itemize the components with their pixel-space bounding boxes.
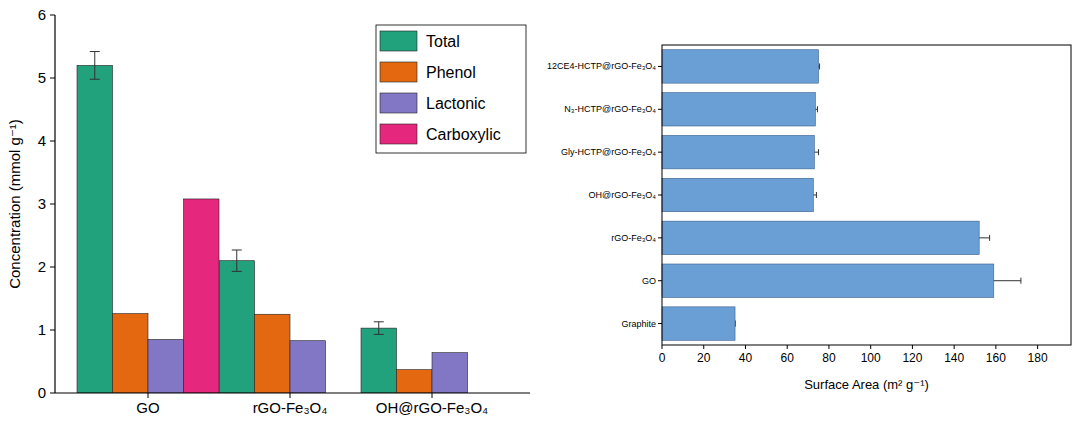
x-tick xyxy=(995,345,996,349)
y-tick-label: 5 xyxy=(38,69,46,86)
y-tick-label: 6 xyxy=(38,6,46,23)
bar xyxy=(432,353,468,393)
bar xyxy=(113,314,149,393)
y-tick xyxy=(658,109,662,110)
x-tick-label: 0 xyxy=(659,351,666,365)
error-bar xyxy=(374,322,384,335)
bar xyxy=(219,261,255,393)
bar xyxy=(662,307,735,340)
y-tick xyxy=(658,66,662,67)
legend-label: Lactonic xyxy=(426,95,486,112)
x-tick-label: 120 xyxy=(902,351,922,365)
y-tick-label: 2 xyxy=(38,258,46,275)
x-tick-label: 140 xyxy=(944,351,964,365)
x-tick xyxy=(703,345,704,349)
y-tick-label: 3 xyxy=(38,195,46,212)
bar xyxy=(255,314,291,393)
x-tick xyxy=(787,345,788,349)
bar xyxy=(148,339,184,393)
plot-frame xyxy=(662,45,1071,345)
error-bar xyxy=(232,250,242,271)
x-tick-label: rGO-Fe₃O₄ xyxy=(253,399,328,416)
x-tick xyxy=(870,345,871,349)
x-tick xyxy=(828,345,829,349)
bar xyxy=(662,178,813,211)
x-tick xyxy=(662,345,663,349)
legend-box xyxy=(376,25,526,153)
y-tick-label: GO xyxy=(642,276,656,286)
x-tick-label: 160 xyxy=(986,351,1006,365)
y-tick xyxy=(50,267,55,268)
plot-marks xyxy=(77,52,468,393)
legend-label: Total xyxy=(426,33,460,50)
x-tick-label: OH@rGO-Fe₃O₄ xyxy=(376,399,488,416)
x-tick xyxy=(912,345,913,349)
y-tick-label: Gly-HCTP@rGO-Fe₃O₄ xyxy=(561,147,656,157)
x-axis-label: Surface Area (m² g⁻¹) xyxy=(804,377,929,392)
y-tick xyxy=(50,78,55,79)
legend-label: Phenol xyxy=(426,64,476,81)
y-tick xyxy=(658,323,662,324)
x-tick-label: GO xyxy=(136,399,159,416)
bar xyxy=(662,264,994,297)
y-tick xyxy=(50,141,55,142)
bar xyxy=(662,93,815,126)
bar xyxy=(662,221,979,254)
y-tick xyxy=(50,204,55,205)
bar xyxy=(662,135,814,168)
bar xyxy=(184,199,220,393)
y-tick xyxy=(658,195,662,196)
y-tick xyxy=(50,330,55,331)
x-tick-label: 20 xyxy=(697,351,711,365)
legend-label: Carboxylic xyxy=(426,126,501,143)
legend-swatch xyxy=(380,62,417,82)
bar xyxy=(662,50,819,83)
bar xyxy=(77,65,113,393)
x-tick-label: 100 xyxy=(861,351,881,365)
x-tick xyxy=(1037,345,1038,349)
y-tick-label: 0 xyxy=(38,384,46,401)
y-tick-label: N₃-HCTP@rGO-Fe₃O₄ xyxy=(564,104,656,114)
y-tick-label: 12CE4-HCTP@rGO-Fe₃O₄ xyxy=(547,61,656,71)
x-tick-label: 80 xyxy=(822,351,836,365)
y-tick-label: rGO-Fe₃O₄ xyxy=(611,233,656,243)
bar xyxy=(397,370,433,393)
y-axis-label: Concentration (mmol g⁻¹) xyxy=(6,119,23,289)
y-tick-label: 1 xyxy=(38,321,46,338)
y-tick xyxy=(658,237,662,238)
x-tick-label: 60 xyxy=(781,351,795,365)
bar xyxy=(290,341,326,393)
error-bar xyxy=(90,52,100,80)
x-tick xyxy=(954,345,955,349)
x-tick xyxy=(290,393,291,398)
bar xyxy=(361,328,397,393)
x-tick xyxy=(745,345,746,349)
legend-swatch xyxy=(380,124,417,144)
legend-swatch xyxy=(380,93,417,113)
legend-swatch xyxy=(380,31,417,51)
x-tick xyxy=(432,393,433,398)
x-tick-label: 180 xyxy=(1028,351,1048,365)
y-tick-label: OH@rGO-Fe₃O₄ xyxy=(589,190,657,200)
figure: 0 1 2 3 4 5 6 GO rGO-Fe₃O₄ OH@rGO-Fe₃O₄ Concentrat… xyxy=(0,0,1087,427)
y-tick xyxy=(50,15,55,16)
y-tick xyxy=(50,393,55,394)
y-tick-label: 4 xyxy=(38,132,46,149)
x-tick-label: 40 xyxy=(739,351,753,365)
x-tick xyxy=(148,393,149,398)
y-tick xyxy=(658,152,662,153)
x-axis xyxy=(55,392,530,393)
y-tick-label: Graphite xyxy=(621,319,656,329)
y-tick xyxy=(658,280,662,281)
